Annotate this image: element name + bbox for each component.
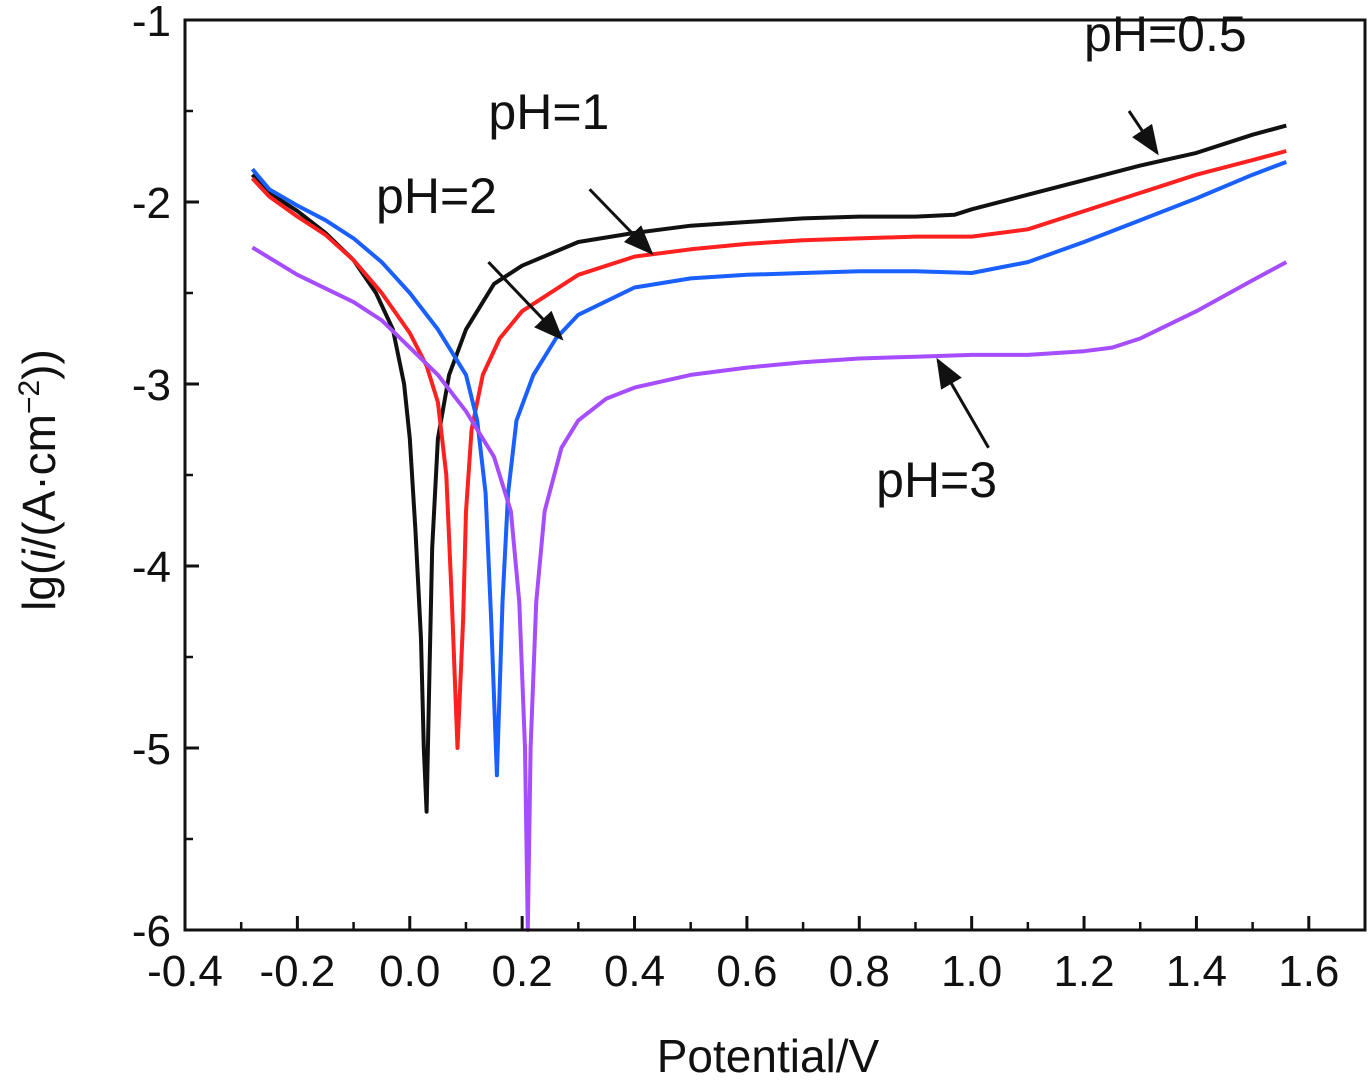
y-tick-label: -1	[132, 0, 171, 46]
y-tick-label: -2	[132, 179, 171, 228]
x-tick-label: 0.6	[716, 947, 777, 996]
series-line-3	[251, 245, 1288, 932]
x-tick-label: 0.2	[492, 947, 553, 996]
y-tick-label: -6	[132, 907, 171, 956]
x-tick-label: -0.4	[147, 947, 223, 996]
x-axis-title: Potential/V	[657, 1030, 880, 1082]
annotation-arrow-3	[936, 357, 990, 449]
annotation-label-1: pH=1	[488, 84, 609, 140]
x-tick-label: 1.2	[1053, 947, 1114, 996]
y-axis-title-part-2: /(A·cm	[13, 414, 65, 549]
y-axis-title-part-1: lg(	[13, 559, 65, 611]
series-line-2	[250, 160, 1288, 778]
x-tick-label: 0.0	[379, 947, 440, 996]
annotation-arrow-1	[588, 188, 654, 256]
x-tick-label: 1.0	[941, 947, 1002, 996]
series-line-0	[250, 123, 1287, 814]
series-layer	[250, 123, 1288, 932]
x-tick-label: 0.4	[604, 947, 665, 996]
series-line-1	[250, 149, 1287, 750]
y-axis-title-symbol: i	[13, 548, 65, 560]
annotation-label-2: pH=2	[376, 168, 497, 224]
ticks-layer: -0.4 -0.2 0.0 0.2 0.4 0.6 0.8 1.0 1.2 1.4 1.6 -1 -2 -…	[132, 0, 1340, 996]
annotation-label-0: pH=0.5	[1084, 6, 1247, 62]
y-axis-title-part-3: ))	[13, 349, 65, 380]
x-tick-label: 1.4	[1166, 947, 1227, 996]
y-tick-label: -3	[132, 361, 171, 410]
y-tick-label: -5	[132, 725, 171, 774]
y-axis-title: lg(i/(A·cm−2))	[13, 349, 66, 611]
x-tick-label: 0.8	[829, 947, 890, 996]
x-tick-label: 1.6	[1278, 947, 1339, 996]
annotation-arrow-2	[487, 261, 564, 341]
annotations-layer: pH=0.5 pH=1 pH=2 pH=3	[376, 6, 1247, 508]
annotation-arrow-0	[1127, 110, 1159, 156]
annotation-label-3: pH=3	[876, 452, 997, 508]
x-tick-label: -0.2	[259, 947, 335, 996]
y-tick-label: -4	[132, 543, 171, 592]
y-axis-title-exponent: −2	[13, 380, 46, 414]
